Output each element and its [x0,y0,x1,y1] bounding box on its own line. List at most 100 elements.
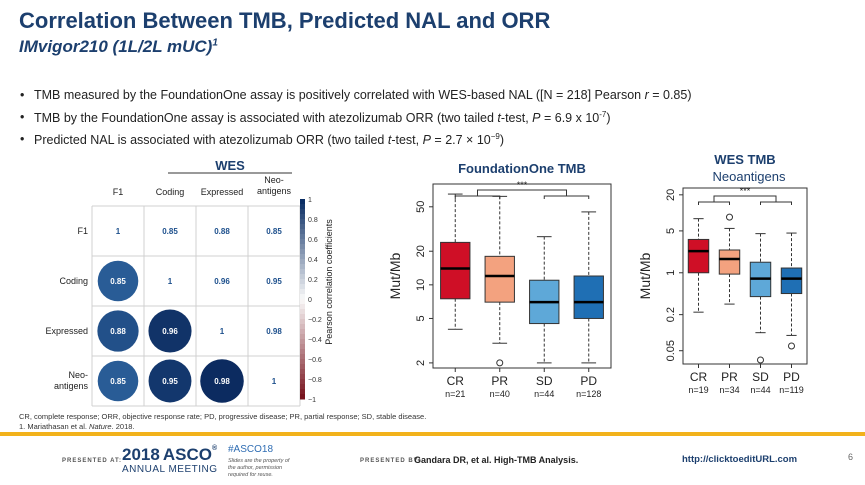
bullet-3: • Predicted NAL is associated with atezol… [20,132,505,148]
heatmap-row-label-3: Neo- [68,370,88,380]
x-tick-label: PD [580,374,597,388]
n-label: n=44 [534,389,554,399]
heatmap-cell-value: 0.96 [162,327,178,336]
y-tick-label: 20 [665,189,677,201]
heatmap-cell-value: 0.96 [214,277,230,286]
colorbar-step [300,329,305,335]
colorbar-label: Pearson correlation coefficients [324,219,334,345]
heatmap-col-label-2: Expressed [201,187,244,197]
colorbar-step [300,244,305,250]
heatmap-circle [97,260,139,302]
colorbar-step [300,224,305,230]
colorbar-step [300,369,305,375]
presented-at-label: PRESENTED AT: [62,458,123,464]
colorbar-tick: 0 [308,297,312,304]
heatmap-cell-value: 0.88 [214,227,230,236]
y-tick-label: 10 [415,279,427,291]
boxplot-title: WES TMB [714,152,775,167]
box-pr [484,255,515,303]
colorbar-step [300,219,305,225]
y-tick-label: 5 [665,228,677,234]
sig-bracket-top [477,189,567,196]
hashtag: #ASCO18 [228,444,274,455]
asco-logo: 2018 ASCO® [122,445,218,464]
colorbar-step [300,339,305,345]
footnote-abbreviations: CR, complete response; ORR, objective re… [19,412,427,421]
footnote: CR, complete response; ORR, objective re… [19,412,426,432]
colorbar-step [300,324,305,330]
correlation-heatmap: WES F1 Coding Expressed Neo-antigens F1 Codi… [45,158,334,407]
x-tick-label: PD [783,370,800,384]
colorbar-step [300,359,305,365]
presented-by-label: PRESENTED BY: [360,458,422,464]
colorbar-step [300,279,305,285]
colorbar-step [300,289,305,295]
f1-tmb-boxplot: FoundationOne TMBMut/Mb25102050CRn=21PRn… [387,161,612,399]
colorbar-step [300,374,305,380]
significance-label: *** [517,180,528,190]
n-label: n=19 [688,385,708,395]
x-tick-label: PR [721,370,738,384]
colorbar-tick: 0.8 [308,217,318,224]
heatmap-cell-value: 1 [168,277,173,286]
colorbar-step [300,284,305,290]
heatmap-cell-value: 0.85 [110,277,126,286]
n-label: n=34 [719,385,739,395]
colorbar-step [300,269,305,275]
heatmap-circle [200,359,244,403]
bullet-1: • TMB measured by the FoundationOne assay… [20,88,692,102]
colorbar-step [300,379,305,385]
outlier-point [726,213,733,221]
heatmap-cell-value: 0.95 [266,277,282,286]
outlier-point [757,356,764,364]
subtitle-ref: 1 [212,37,218,49]
heatmap-cell-value: 0.85 [266,227,282,236]
slides-property-note: Slides are the property of the author, p… [228,458,290,478]
heatmap-cell-value: 0.85 [162,227,178,236]
sig-bracket-left [698,201,730,205]
heatmap-circle [97,360,139,402]
y-tick-label: 2 [415,360,427,366]
colorbar-step [300,389,305,395]
colorbar-step [300,319,305,325]
colorbar-step [300,259,305,265]
box-pr [718,249,741,275]
heatmap-col-label-0: F1 [113,187,124,197]
n-label: n=119 [779,385,804,395]
colorbar-step [300,309,305,315]
heatmap-cell-value: 0.98 [214,377,230,386]
colorbar-step [300,349,305,355]
plot-frame [432,183,612,369]
footnote-reference: 1. Mariathasan et al. Nature. 2018. [19,422,135,431]
x-tick-label: CR [447,374,465,388]
colorbar-tick: 1 [308,197,312,204]
url-link[interactable]: http://clicktoeditURL.com [682,454,798,465]
y-tick-label: 20 [415,245,427,257]
y-tick-label: 1 [665,270,677,276]
slide-subtitle: IMvigor210 (1L/2L mUC)1 [19,37,218,57]
n-label: n=44 [750,385,770,395]
colorbar-tick: 0.2 [308,277,318,284]
presenter: Gandara DR, et al. High-TMB Analysis. [414,455,579,465]
box-pd [573,275,604,319]
x-tick-label: SD [752,370,769,384]
x-tick-label: SD [536,374,553,388]
asco-meeting-label: ANNUAL MEETING [122,464,218,475]
sig-bracket-top [713,195,777,202]
box-cr [687,238,710,274]
colorbar-tick: −0.6 [308,357,322,364]
colorbar-step [300,239,305,245]
colorbar-tick: 0.6 [308,237,318,244]
bullet-2: • TMB by the FoundationOne assay is assoc… [20,110,611,126]
colorbar-step [300,234,305,240]
y-tick-label: 5 [415,315,427,321]
colorbar-step [300,204,305,210]
boxplot-ylabel: Mut/Mb [387,252,403,299]
colorbar-step [300,299,305,305]
colorbar-step [300,314,305,320]
n-label: n=21 [445,389,465,399]
heatmap-cell-value: 0.95 [162,377,178,386]
heatmap-col-label-3-b: antigens [257,186,292,196]
page-number: 6 [848,452,854,462]
colorbar-tick: −0.4 [308,337,322,344]
